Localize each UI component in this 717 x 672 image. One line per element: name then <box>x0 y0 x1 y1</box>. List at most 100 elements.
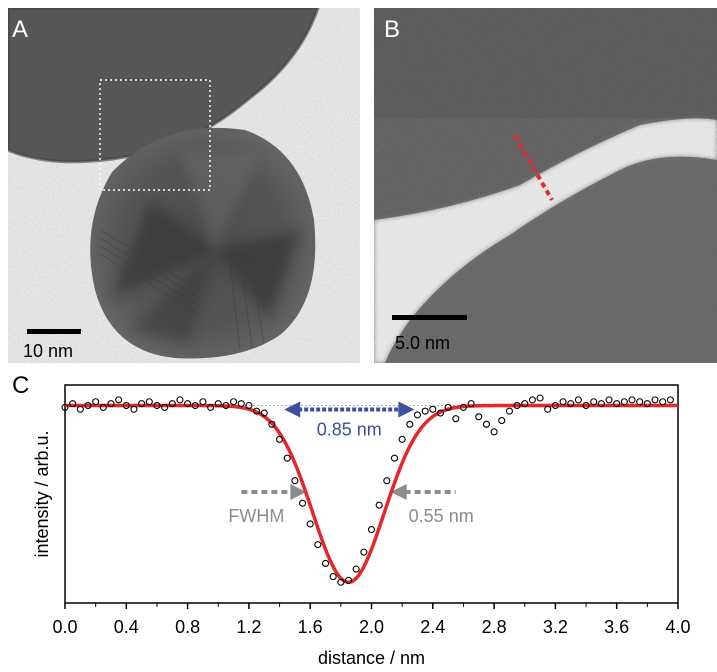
gap-width-label: 0.85 nm <box>317 420 382 440</box>
data-point <box>199 398 207 406</box>
panel-a-scale-bar-label: 10 nm <box>23 341 73 361</box>
panel-a-label: A <box>12 16 28 43</box>
data-point <box>61 403 69 411</box>
x-tick-label: 0.0 <box>52 617 77 637</box>
panel-a <box>8 8 360 363</box>
data-point <box>551 401 559 410</box>
data-point <box>122 401 130 410</box>
profile-line <box>513 134 554 202</box>
data-point <box>130 405 138 413</box>
gap-width-arrow-right-head <box>398 401 415 418</box>
region-of-interest-box <box>99 79 211 191</box>
data-point <box>643 400 651 408</box>
data-point <box>597 400 605 408</box>
data-point <box>429 405 437 413</box>
data-point <box>383 477 391 485</box>
data-point <box>329 573 337 581</box>
data-point <box>275 435 284 443</box>
data-point <box>321 559 330 567</box>
data-point <box>99 403 107 411</box>
data-point <box>582 401 590 410</box>
data-point <box>337 578 345 586</box>
data-point <box>291 477 299 485</box>
data-point <box>528 396 536 404</box>
data-point <box>490 428 498 436</box>
x-tick-label: 3.2 <box>543 617 568 637</box>
data-point <box>176 396 184 404</box>
data-point <box>138 400 146 408</box>
data-point <box>184 400 192 408</box>
gap-width-arrow-left-head <box>284 401 301 418</box>
data-point <box>298 499 307 507</box>
data-point <box>115 396 123 404</box>
data-point <box>69 400 77 408</box>
data-point <box>398 435 406 443</box>
large-particle <box>8 8 318 162</box>
data-point <box>260 409 268 417</box>
data-point <box>536 394 544 402</box>
data-point <box>436 409 445 417</box>
x-tick-label: 0.8 <box>175 617 200 637</box>
data-point <box>344 576 353 584</box>
data-point <box>306 520 314 528</box>
data-point <box>475 413 483 421</box>
data-point <box>590 398 598 406</box>
data-point <box>444 403 452 411</box>
data-point <box>145 398 153 406</box>
data-point <box>168 400 176 408</box>
data-point <box>620 398 628 406</box>
panel-a-scale-bar <box>27 329 81 334</box>
data-point <box>76 405 84 413</box>
x-tick-label: 0.4 <box>114 617 139 637</box>
panel-b <box>374 8 717 363</box>
data-point <box>191 401 199 410</box>
data-point <box>253 407 261 415</box>
data-point <box>352 565 360 573</box>
data-point <box>651 396 659 404</box>
data-point <box>521 400 529 408</box>
fwhm-left-arrow-head <box>290 484 307 500</box>
data-point <box>375 501 383 509</box>
data-point <box>360 548 368 556</box>
data-point <box>513 401 521 410</box>
data-point <box>314 541 322 549</box>
data-point <box>613 400 621 408</box>
data-point <box>153 401 161 410</box>
data-point <box>505 407 513 415</box>
data-point <box>207 403 215 411</box>
x-tick-label: 2.8 <box>482 617 507 637</box>
data-point <box>421 407 429 415</box>
x-tick-label: 2.0 <box>359 617 384 637</box>
data-point <box>237 400 245 408</box>
data-point <box>628 396 636 404</box>
data-point <box>283 454 291 462</box>
data-point <box>390 454 399 462</box>
data-point <box>482 420 490 428</box>
x-tick-label: 3.6 <box>604 617 629 637</box>
panel-b-label: B <box>384 16 400 43</box>
data-point <box>245 401 253 410</box>
data-point <box>84 401 92 410</box>
x-axis-label: distance / nm <box>318 648 425 668</box>
fwhm-value-label: 0.55 nm <box>409 506 474 526</box>
fwhm-right-arrow-head <box>390 484 407 500</box>
data-point <box>467 400 475 408</box>
data-point <box>605 396 613 404</box>
panel-b-scale-bar-label: 5.0 nm <box>395 333 450 353</box>
data-point <box>107 400 115 408</box>
data-point <box>406 420 414 428</box>
data-point <box>413 411 422 419</box>
data-point <box>367 526 376 534</box>
fwhm-label: FWHM <box>228 506 284 526</box>
data-point <box>459 403 468 411</box>
data-point <box>222 401 230 410</box>
intensity-profile-chart: 0.0 0.4 0.8 1.2 1.6 2.0 2.4 2.8 3.2 3.6 4.0 <box>52 384 691 637</box>
x-tick-label: 2.4 <box>420 617 445 637</box>
panel-c-label: C <box>12 372 29 399</box>
data-point <box>161 403 169 411</box>
y-axis-label: intensity / arb.u. <box>32 430 52 557</box>
data-point <box>214 400 222 408</box>
data-point <box>230 398 238 406</box>
data-point <box>636 398 644 406</box>
